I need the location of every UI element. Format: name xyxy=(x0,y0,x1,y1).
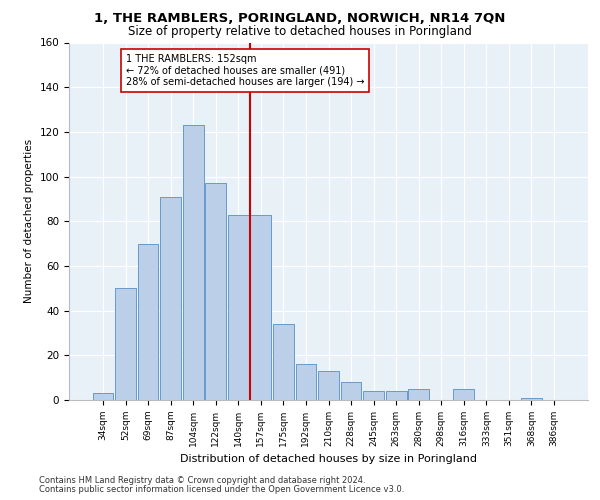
Bar xyxy=(228,214,248,400)
Bar xyxy=(273,324,294,400)
Bar xyxy=(92,394,113,400)
Bar xyxy=(205,184,226,400)
Bar xyxy=(386,391,407,400)
Y-axis label: Number of detached properties: Number of detached properties xyxy=(24,139,34,304)
Bar xyxy=(409,389,429,400)
Text: Contains HM Land Registry data © Crown copyright and database right 2024.: Contains HM Land Registry data © Crown c… xyxy=(39,476,365,485)
Bar xyxy=(363,391,384,400)
Text: 1, THE RAMBLERS, PORINGLAND, NORWICH, NR14 7QN: 1, THE RAMBLERS, PORINGLAND, NORWICH, NR… xyxy=(94,12,506,26)
Bar xyxy=(296,364,316,400)
Text: 1 THE RAMBLERS: 152sqm
← 72% of detached houses are smaller (491)
28% of semi-de: 1 THE RAMBLERS: 152sqm ← 72% of detached… xyxy=(125,54,364,87)
Bar xyxy=(454,389,474,400)
Text: Size of property relative to detached houses in Poringland: Size of property relative to detached ho… xyxy=(128,25,472,38)
X-axis label: Distribution of detached houses by size in Poringland: Distribution of detached houses by size … xyxy=(180,454,477,464)
Bar xyxy=(318,371,339,400)
Bar xyxy=(183,125,203,400)
Bar xyxy=(115,288,136,400)
Text: Contains public sector information licensed under the Open Government Licence v3: Contains public sector information licen… xyxy=(39,485,404,494)
Bar xyxy=(137,244,158,400)
Bar xyxy=(341,382,361,400)
Bar xyxy=(521,398,542,400)
Bar xyxy=(160,196,181,400)
Bar xyxy=(250,214,271,400)
